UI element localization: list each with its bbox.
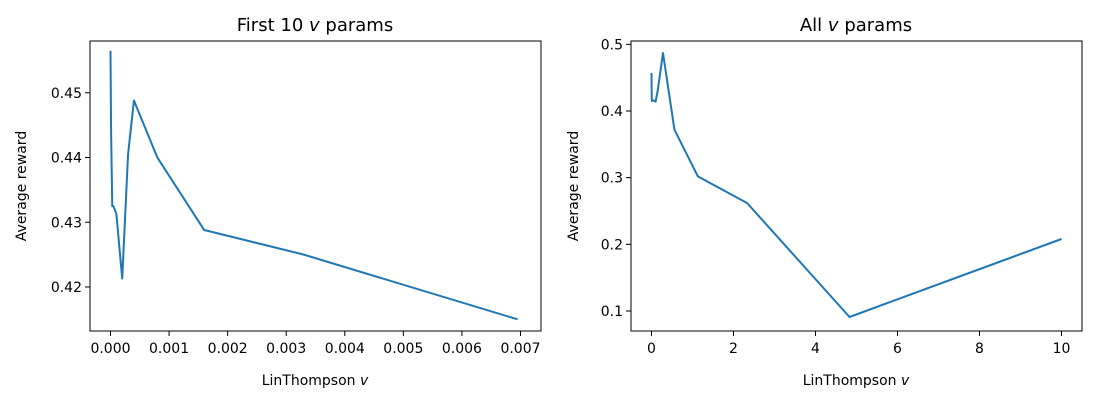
y-axis-label: Average reward (14, 131, 30, 241)
x-tick-label: 0.002 (208, 341, 248, 357)
x-tick-label: 0.003 (266, 341, 306, 357)
x-axis-label: LinThompson v (262, 373, 369, 389)
chart-title: First 10 v params (237, 15, 393, 36)
plot-frame (630, 40, 1083, 332)
x-tick-label: 0 (647, 341, 656, 357)
x-tick-label: 0.005 (383, 341, 423, 357)
x-tick-label: 8 (975, 341, 984, 357)
x-ticks: 0 2 4 6 8 10 (647, 331, 1070, 357)
x-tick-label: 0.006 (442, 341, 482, 357)
x-tick-label: 6 (893, 341, 902, 357)
subplot-all: All v params 0.1 0.2 0.3 0.4 0.5 0 2 4 6 8 10 Lin… (566, 15, 1083, 389)
x-tick-label: 2 (729, 341, 738, 357)
y-ticks: 0.1 0.2 0.3 0.4 0.5 (601, 37, 631, 320)
y-tick-label: 0.45 (51, 86, 82, 102)
y-tick-label: 0.2 (601, 237, 623, 253)
x-tick-label: 10 (1053, 341, 1071, 357)
y-axis-label: Average reward (566, 131, 582, 241)
x-tick-label: 0.000 (90, 341, 130, 357)
x-tick-label: 0.007 (500, 341, 540, 357)
subplot-first-10: First 10 v params 0.42 0.43 0.44 0.45 0.000… (14, 15, 542, 389)
x-tick-label: 4 (811, 341, 820, 357)
plot-frame (89, 40, 542, 332)
x-tick-label: 0.004 (325, 341, 365, 357)
chart-title: All v params (800, 15, 912, 36)
y-tick-label: 0.4 (601, 104, 623, 120)
y-tick-label: 0.42 (51, 280, 82, 296)
y-tick-label: 0.43 (51, 215, 82, 231)
y-tick-label: 0.44 (51, 151, 82, 167)
y-tick-label: 0.1 (601, 304, 623, 320)
series-line (650, 52, 1062, 318)
y-tick-label: 0.3 (601, 171, 623, 187)
x-axis-label: LinThompson v (803, 373, 910, 389)
series-line (109, 50, 518, 321)
y-ticks: 0.42 0.43 0.44 0.45 (51, 86, 90, 296)
x-tick-label: 0.001 (149, 341, 189, 357)
x-ticks: 0.000 0.001 0.002 0.003 0.004 0.005 0.006 0.007 (90, 331, 541, 357)
y-tick-label: 0.5 (601, 37, 623, 53)
